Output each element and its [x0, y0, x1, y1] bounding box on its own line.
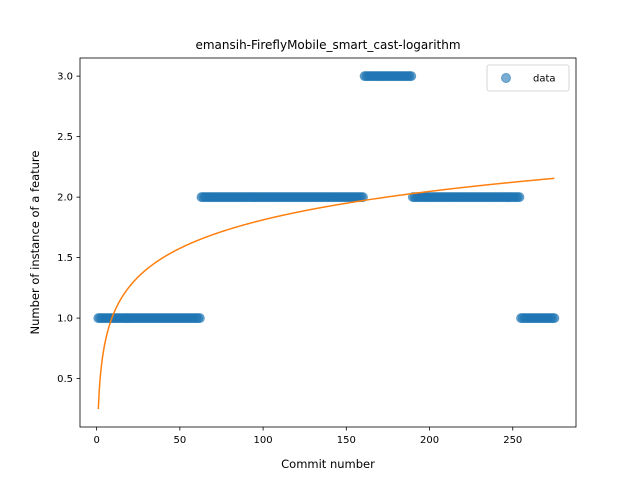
- plot-frame: [79, 57, 577, 428]
- data-point: [549, 313, 560, 324]
- y-tick-label: 3.0: [57, 72, 73, 83]
- data-point: [357, 192, 368, 203]
- legend-label-data: data: [533, 74, 556, 85]
- legend-marker: [501, 73, 511, 83]
- data-point: [514, 192, 525, 203]
- x-tick-label: 200: [420, 435, 439, 446]
- data-point: [194, 313, 205, 324]
- x-tick-label: 0: [93, 435, 99, 446]
- fit-line: [97, 177, 555, 410]
- y-tick-label: 0.5: [57, 374, 73, 385]
- y-tick-label: 1.5: [57, 253, 73, 264]
- y-tick-label: 1.0: [57, 314, 73, 325]
- x-tick-label: 100: [254, 435, 273, 446]
- y-axis: 0.5 1.0 1.5 2.0 2.5 3.0: [57, 72, 80, 385]
- x-axis-label: Commit number: [281, 457, 375, 471]
- data-points: [93, 71, 560, 324]
- x-tick-label: 150: [337, 435, 356, 446]
- y-tick-label: 2.5: [57, 132, 73, 143]
- x-tick-label: 250: [503, 435, 522, 446]
- fit-line-layer: [97, 177, 555, 410]
- plot-area: [93, 71, 560, 410]
- x-axis: 0 50 100 150 200 250: [93, 427, 522, 446]
- data-point: [406, 71, 417, 82]
- x-tick-label: 50: [173, 435, 186, 446]
- y-axis-label: Number of instance of a feature: [28, 151, 42, 335]
- chart-title: emansih-FireflyMobile_smart_cast-logarit…: [195, 38, 460, 52]
- legend: data: [486, 64, 570, 92]
- y-tick-label: 2.0: [57, 193, 73, 204]
- legend-box: [486, 64, 570, 92]
